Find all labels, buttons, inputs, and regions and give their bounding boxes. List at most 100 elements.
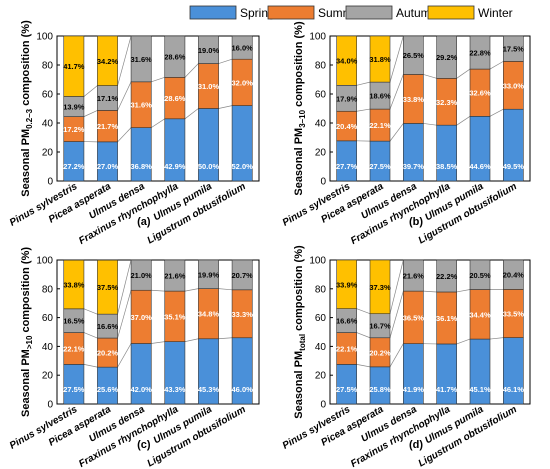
data-label-spring: 27.5%: [336, 385, 358, 394]
data-label-summer: 34.8%: [198, 310, 220, 319]
series-connector-line: [389, 74, 404, 110]
data-label-spring: 27.2%: [63, 162, 85, 171]
series-connector-line: [83, 110, 98, 117]
data-label-autumn: 16.6%: [336, 317, 358, 326]
data-label-summer: 20.4%: [336, 122, 358, 131]
bar-autumn-4: [436, 35, 457, 79]
bar-autumn-3: [403, 35, 424, 75]
series-connector-line: [356, 308, 371, 315]
bar-winter-1: [336, 259, 357, 309]
y-tick-label: 20: [315, 371, 327, 382]
data-label-spring: 42.9%: [164, 162, 186, 171]
bar-autumn-5: [198, 35, 219, 64]
y-tick-label: 60: [42, 90, 54, 101]
data-label-summer: 31.6%: [131, 101, 153, 110]
data-label-autumn: 26.5%: [403, 51, 425, 60]
data-label-spring: 50.0%: [198, 162, 220, 171]
data-label-autumn: 22.8%: [469, 49, 491, 58]
plot-area-frame: [56, 259, 260, 405]
data-label-summer: 37.0%: [131, 313, 153, 322]
plot-area-frame: [329, 35, 531, 182]
bar-spring-5: [198, 338, 219, 405]
y-tick-label: 40: [315, 342, 327, 353]
plot-area-frame: [56, 35, 260, 182]
series-connector-line: [184, 288, 199, 292]
data-label-winter: 33.8%: [63, 280, 85, 289]
data-label-spring: 27.0%: [97, 162, 119, 171]
series-connector-line: [218, 58, 233, 64]
data-label-winter: 33.9%: [336, 280, 358, 289]
data-label-summer: 32.3%: [436, 98, 458, 107]
series-connector-line: [83, 364, 98, 368]
data-label-spring: 43.3%: [164, 385, 186, 394]
panel-label: (b): [409, 216, 423, 228]
data-label-spring: 25.6%: [97, 385, 119, 394]
y-tick-label: 0: [320, 400, 326, 411]
data-label-autumn: 16.5%: [63, 317, 85, 326]
y-axis-label: Seasonal PM0.2–3 composition (%): [20, 20, 34, 197]
data-label-winter: 41.7%: [63, 62, 85, 71]
data-label-autumn: 20.7%: [232, 271, 254, 280]
data-label-spring: 45.3%: [198, 385, 220, 394]
data-label-summer: 36.5%: [403, 313, 425, 322]
data-label-summer: 31.0%: [198, 82, 220, 91]
series-connector-line: [184, 108, 199, 120]
data-label-spring: 49.5%: [503, 162, 525, 171]
data-label-autumn: 16.6%: [97, 322, 119, 331]
y-axis-label: Seasonal PM3–10 composition (%): [293, 21, 307, 196]
data-label-autumn: 20.5%: [469, 271, 491, 280]
series-connector-line: [151, 341, 165, 344]
data-label-summer: 32.6%: [469, 89, 491, 98]
y-tick-label: 40: [315, 119, 327, 130]
data-label-summer: 35.1%: [164, 312, 186, 321]
series-connector-line: [389, 259, 404, 314]
bar-winter-2: [97, 35, 118, 86]
series-connector-line: [83, 332, 98, 339]
data-label-spring: 39.7%: [403, 162, 425, 171]
data-label-winter: 37.5%: [97, 283, 119, 292]
data-label-autumn: 17.5%: [503, 45, 525, 54]
bar-autumn-6: [503, 35, 524, 62]
data-label-autumn: 20.4%: [503, 271, 525, 280]
series-connector-line: [389, 123, 404, 142]
series-connector-line: [218, 105, 233, 109]
bar-winter-1: [63, 35, 85, 97]
series-connector-line: [83, 85, 98, 97]
legend-swatch-autumn: [345, 5, 393, 20]
bar-autumn-6: [503, 259, 524, 290]
panel-label: (d): [409, 439, 423, 451]
y-tick-label: 20: [42, 371, 54, 382]
series-connector-line: [356, 364, 371, 368]
data-label-spring: 38.5%: [436, 162, 458, 171]
series-connector-line: [456, 338, 471, 345]
bar-spring-1: [336, 140, 357, 182]
series-connector-line: [489, 337, 504, 340]
data-label-autumn: 16.7%: [369, 322, 391, 331]
data-label-spring: 52.0%: [232, 162, 254, 171]
bar-winter-1: [63, 259, 85, 310]
data-label-autumn: 13.9%: [63, 103, 85, 112]
data-label-autumn: 21.0%: [131, 271, 153, 280]
series-connector-line: [456, 68, 471, 79]
series-connector-line: [117, 35, 132, 86]
y-tick-label: 20: [42, 148, 54, 159]
data-label-summer: 22.1%: [336, 344, 358, 353]
series-connector-line: [456, 116, 471, 126]
legend-label-spring: Spring: [240, 6, 275, 20]
data-label-summer: 20.2%: [97, 349, 119, 358]
bar-winter-2: [369, 35, 391, 83]
bar-spring-4: [164, 341, 186, 405]
data-label-spring: 45.1%: [469, 385, 491, 394]
data-label-autumn: 21.6%: [403, 272, 425, 281]
data-label-summer: 17.2%: [63, 125, 85, 134]
data-label-summer: 20.2%: [369, 348, 391, 357]
data-label-winter: 37.3%: [369, 283, 391, 292]
bar-autumn-6: [231, 259, 253, 291]
y-tick-label: 80: [42, 284, 54, 295]
series-connector-line: [184, 63, 199, 78]
data-label-spring: 46.0%: [232, 385, 254, 394]
data-label-autumn: 17.9%: [336, 94, 358, 103]
